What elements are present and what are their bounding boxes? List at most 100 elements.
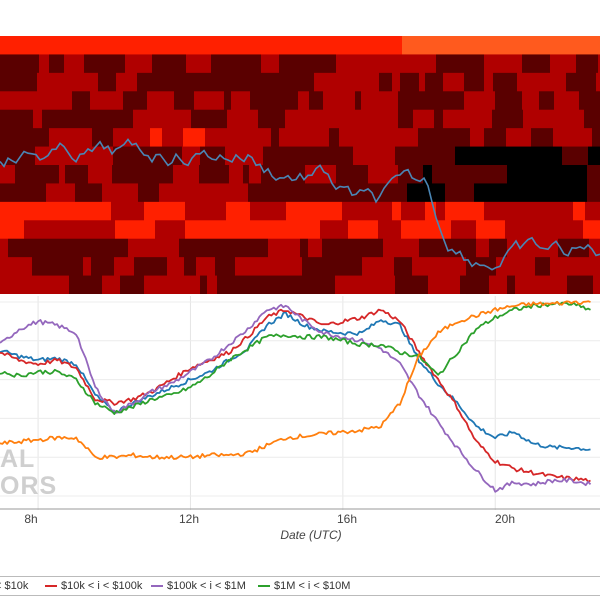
heatmap-cell — [501, 146, 532, 166]
legend-item[interactable]: $1M < i < $10M — [258, 580, 350, 592]
heatmap-cell — [29, 275, 57, 294]
heatmap-cell — [422, 146, 455, 166]
heatmap-cell — [98, 220, 115, 240]
heatmap-cell — [572, 128, 592, 148]
heatmap-cell — [86, 72, 98, 92]
heatmap-cell — [200, 275, 207, 294]
heatmap-cell — [361, 275, 382, 294]
heatmap-cell — [522, 36, 543, 55]
heatmap-cell — [250, 201, 258, 221]
heatmap-cell — [144, 275, 150, 294]
heatmap-cell — [297, 128, 329, 148]
legend-item[interactable]: < $10k — [0, 580, 28, 592]
heatmap-cell — [18, 54, 39, 74]
heatmap-cell — [267, 257, 296, 277]
heatmap-cell — [356, 238, 383, 258]
heatmap-cell — [217, 72, 245, 92]
heatmap-cell — [0, 201, 15, 221]
legend-label: < $10k — [0, 580, 29, 592]
heatmap-cell — [162, 128, 183, 148]
heatmap-cell — [258, 109, 271, 129]
legend-item[interactable]: $10k < i < $100k — [45, 580, 142, 592]
heatmap-cell — [173, 165, 199, 184]
heatmap-cell — [553, 128, 572, 148]
heatmap-cell — [63, 257, 83, 277]
heatmap-cell — [223, 275, 248, 294]
heatmap-cell — [494, 36, 505, 55]
heatmap-cell — [109, 238, 128, 258]
heatmap-cell — [489, 238, 507, 258]
heatmap-cell — [492, 109, 515, 129]
heatmap-cell — [18, 146, 27, 166]
heatmap-cell — [596, 72, 600, 92]
heatmap-cell — [506, 128, 531, 148]
heatmap-cell — [39, 165, 59, 184]
heatmap-cell — [213, 220, 241, 240]
heatmap-cell — [174, 91, 194, 111]
heatmap-cell — [224, 91, 231, 111]
legend-item[interactable]: $100k < i < $1M — [151, 580, 246, 592]
heatmap-cell — [137, 72, 166, 92]
heatmap-cell — [354, 183, 367, 203]
heatmap-cell — [588, 146, 600, 166]
heatmap-cell — [120, 275, 144, 294]
heatmap-cell — [519, 165, 543, 184]
heatmap-cell — [392, 72, 400, 92]
heatmap-cell — [128, 238, 147, 258]
heatmap-cell — [466, 257, 484, 277]
heatmap-cell — [0, 238, 8, 258]
heatmap-cell — [186, 54, 211, 74]
heatmap-cell — [462, 36, 494, 55]
heatmap-cell — [335, 275, 361, 294]
heatmap-cell — [215, 257, 235, 277]
heatmap-cell — [434, 109, 443, 129]
heatmap-cell — [137, 220, 155, 240]
heatmap-cell — [361, 91, 372, 111]
heatmap-cell — [537, 128, 546, 148]
heatmap-cell — [428, 275, 460, 294]
heatmap-cell — [24, 220, 36, 240]
heatmap-cell — [383, 238, 395, 258]
heatmap-cell — [167, 257, 184, 277]
heatmap-cell — [216, 183, 241, 203]
heatmap-cell — [274, 91, 298, 111]
heatmap-cell — [585, 201, 600, 221]
heatmap-cell — [515, 109, 523, 129]
heatmap-cell — [281, 183, 300, 203]
heatmap-cell — [368, 128, 397, 148]
heatmap-cell — [245, 72, 255, 92]
heatmap-cell — [592, 128, 600, 148]
heatmap-cell — [347, 146, 353, 166]
heatmap-cell — [259, 257, 267, 277]
heatmap-cell — [261, 54, 279, 74]
heatmap-cell — [496, 257, 526, 277]
heatmap-cell — [395, 238, 419, 258]
heatmap-cell — [338, 72, 353, 92]
heatmap-cell — [107, 109, 133, 129]
heatmap-cell — [131, 128, 150, 148]
heatmap-cell — [491, 183, 514, 203]
heatmap-cell — [523, 109, 539, 129]
heatmap-cell — [302, 257, 311, 277]
heatmap-cell — [539, 109, 566, 129]
heatmap-cell — [173, 238, 179, 258]
heatmap-cell — [235, 257, 259, 277]
x-tick-label: 20h — [494, 512, 516, 526]
heatmap-cell — [205, 128, 224, 148]
heatmap-cell — [205, 72, 217, 92]
heatmap-cell — [28, 91, 49, 111]
heatmap-cell — [533, 220, 554, 240]
heatmap-cell — [231, 91, 250, 111]
heatmap-cell — [470, 128, 484, 148]
heatmap-cell — [7, 257, 32, 277]
heatmap-cell — [362, 257, 394, 277]
heatmap-cell — [505, 36, 522, 55]
legend-swatch — [258, 585, 270, 588]
heatmap-cell — [557, 183, 564, 203]
heatmap-cell — [528, 54, 550, 74]
heatmap-cell — [561, 91, 579, 111]
legend-swatch — [151, 585, 163, 588]
heatmap-cell — [159, 183, 187, 203]
heatmap-cell — [84, 54, 103, 74]
heatmap-cell — [296, 257, 302, 277]
